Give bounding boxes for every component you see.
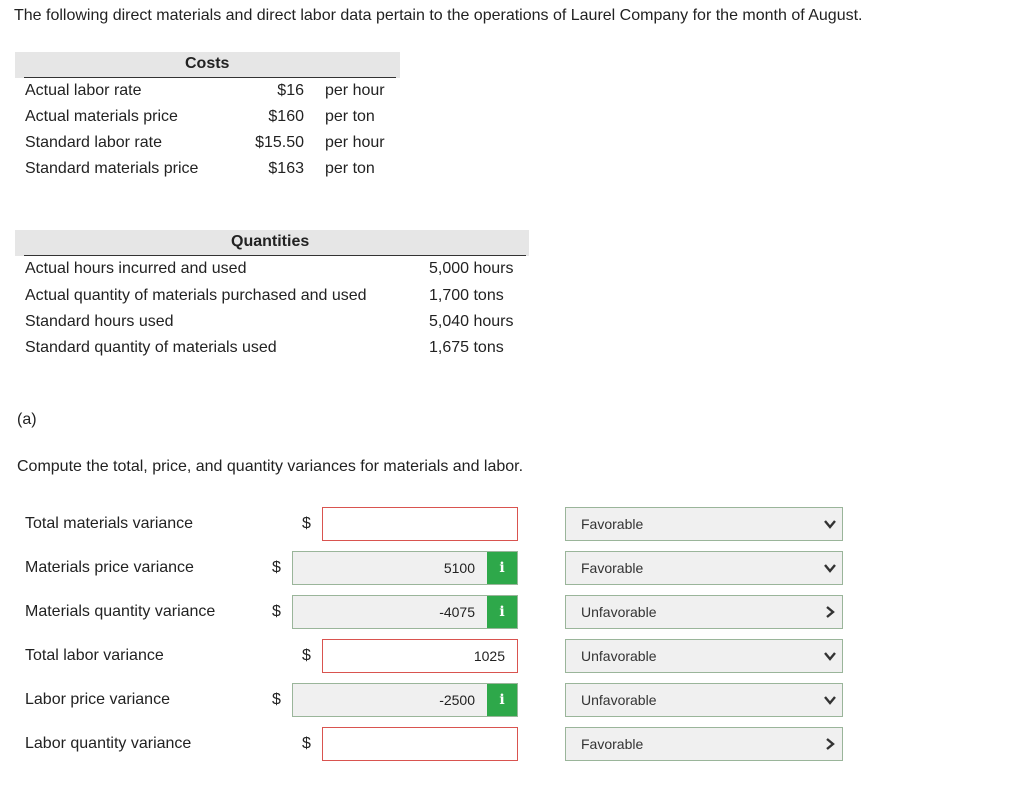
- cost-value: $16: [277, 82, 304, 99]
- quantity-label: Standard hours used: [25, 313, 174, 330]
- quantities-divider: [24, 255, 526, 256]
- field-value: 1025: [473, 648, 505, 664]
- costs-header-label: Costs: [185, 55, 230, 72]
- select-value: Favorable: [581, 516, 644, 532]
- labor-price-variance-input[interactable]: -2500 i: [292, 683, 518, 717]
- info-icon[interactable]: i: [487, 684, 517, 716]
- quantities-header-label: Quantities: [231, 233, 310, 250]
- total-materials-variance-select[interactable]: Favorable: [565, 507, 843, 541]
- variance-label: Materials price variance: [25, 559, 194, 576]
- materials-quantity-variance-select[interactable]: Unfavorable: [565, 595, 843, 629]
- select-value: Unfavorable: [581, 692, 657, 708]
- quantity-label: Standard quantity of materials used: [25, 339, 277, 356]
- quantity-value: 5,040 hours: [429, 313, 514, 330]
- variance-label: Total materials variance: [25, 515, 194, 532]
- cost-label: Standard labor rate: [25, 134, 162, 151]
- info-icon[interactable]: i: [487, 596, 517, 628]
- cost-unit: per hour: [325, 82, 385, 99]
- materials-quantity-variance-input[interactable]: -4075 i: [292, 595, 518, 629]
- total-labor-variance-select[interactable]: Unfavorable: [565, 639, 843, 673]
- chevron-down-icon: [824, 520, 836, 529]
- select-value: Unfavorable: [581, 648, 657, 664]
- labor-price-variance-select[interactable]: Unfavorable: [565, 683, 843, 717]
- quantities-header: Quantities: [15, 230, 529, 256]
- cost-label: Actual labor rate: [25, 82, 142, 99]
- labor-quantity-variance-select[interactable]: Favorable: [565, 727, 843, 761]
- chevron-right-icon: [826, 738, 835, 750]
- cost-label: Standard materials price: [25, 160, 199, 177]
- quantity-label: Actual hours incurred and used: [25, 260, 247, 277]
- variance-label: Total labor variance: [25, 647, 164, 664]
- variance-label: Labor quantity variance: [25, 735, 192, 752]
- chevron-down-icon: [824, 564, 836, 573]
- dollar-sign: $: [272, 691, 281, 708]
- dollar-sign: $: [302, 515, 311, 532]
- cost-value: $15.50: [255, 134, 304, 151]
- quantity-label: Actual quantity of materials purchased a…: [25, 287, 367, 304]
- materials-price-variance-input[interactable]: 5100 i: [292, 551, 518, 585]
- field-value: -2500: [439, 692, 475, 708]
- cost-value: $163: [268, 160, 304, 177]
- field-value: 5100: [443, 560, 475, 576]
- dollar-sign: $: [302, 735, 311, 752]
- labor-quantity-variance-input[interactable]: [322, 727, 518, 761]
- cost-unit: per ton: [325, 108, 375, 125]
- cost-unit: per hour: [325, 134, 385, 151]
- chevron-down-icon: [824, 696, 836, 705]
- total-labor-variance-input[interactable]: 1025: [322, 639, 518, 673]
- instructions: Compute the total, price, and quantity v…: [17, 458, 524, 475]
- select-value: Favorable: [581, 560, 644, 576]
- variance-label: Materials quantity variance: [25, 603, 216, 620]
- costs-divider: [24, 77, 396, 78]
- chevron-down-icon: [824, 652, 836, 661]
- part-label: (a): [17, 411, 37, 428]
- select-value: Unfavorable: [581, 604, 657, 620]
- field-value: -4075: [439, 604, 475, 620]
- info-icon[interactable]: i: [487, 552, 517, 584]
- variance-label: Labor price variance: [25, 691, 170, 708]
- quantity-value: 5,000 hours: [429, 260, 514, 277]
- dollar-sign: $: [272, 559, 281, 576]
- quantity-value: 1,700 tons: [429, 287, 504, 304]
- quantity-value: 1,675 tons: [429, 339, 504, 356]
- problem-intro: The following direct materials and direc…: [14, 7, 863, 24]
- cost-label: Actual materials price: [25, 108, 178, 125]
- cost-value: $160: [268, 108, 304, 125]
- cost-unit: per ton: [325, 160, 375, 177]
- total-materials-variance-input[interactable]: [322, 507, 518, 541]
- chevron-right-icon: [826, 606, 835, 618]
- dollar-sign: $: [272, 603, 281, 620]
- dollar-sign: $: [302, 647, 311, 664]
- materials-price-variance-select[interactable]: Favorable: [565, 551, 843, 585]
- select-value: Favorable: [581, 736, 644, 752]
- costs-header: Costs: [15, 52, 400, 78]
